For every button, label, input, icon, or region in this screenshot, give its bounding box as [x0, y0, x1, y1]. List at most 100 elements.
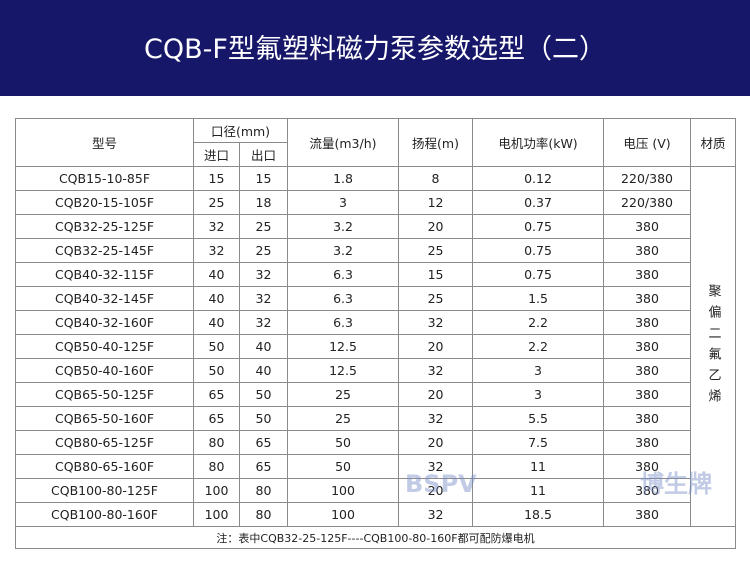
cell: 15 [193, 166, 240, 191]
cell: 65 [238, 454, 289, 479]
cell: 6.3 [287, 262, 400, 287]
cell: 40 [193, 286, 240, 311]
cell: 8 [398, 166, 474, 191]
watermark: 博生牌 [640, 470, 712, 498]
data-row: CQB80-65-125F 80 65 50 20 7.5 380 [15, 430, 736, 455]
cell: 20 [398, 430, 474, 455]
cell: CQB80-65-160F [15, 454, 194, 479]
param-table: 型号 口径(mm) 流量(m3/h) 扬程(m) 电机功率(kW) 电压 (V)… [14, 118, 737, 549]
cell: 100 [287, 478, 400, 503]
header-cell: 电机功率(kW) [472, 118, 605, 167]
cell: 50 [287, 454, 400, 479]
header-cell: 扬程(m) [398, 118, 474, 167]
data-row: CQB40-32-115F 40 32 6.3 15 0.75 380 [15, 262, 736, 287]
cell: 0.75 [472, 214, 605, 239]
data-row: CQB65-50-125F 65 50 25 20 3 380 [15, 382, 736, 407]
cell: 25 [287, 382, 400, 407]
cell: 12 [398, 190, 474, 215]
cell: CQB32-25-145F [15, 238, 194, 263]
cell: 25 [238, 214, 289, 239]
cell: 12.5 [287, 334, 400, 359]
cell: 32 [193, 238, 240, 263]
cell: 32 [398, 310, 474, 335]
cell: 380 [603, 238, 692, 263]
cell: 32 [398, 406, 474, 431]
data-row: CQB32-25-125F 32 25 3.2 20 0.75 380 [15, 214, 736, 239]
cell: 80 [193, 454, 240, 479]
cell: CQB80-65-125F [15, 430, 194, 455]
cell: 100 [287, 502, 400, 527]
cell: 7.5 [472, 430, 605, 455]
cell: 380 [603, 406, 692, 431]
cell: 0.12 [472, 166, 605, 191]
cell: 32 [398, 454, 474, 479]
data-row: CQB50-40-160F 50 40 12.5 32 3 380 [15, 358, 736, 383]
cell: 25 [398, 238, 474, 263]
data-row: CQB32-25-145F 32 25 3.2 25 0.75 380 [15, 238, 736, 263]
cell: CQB40-32-160F [15, 310, 194, 335]
cell: CQB32-25-125F [15, 214, 194, 239]
cell: 380 [603, 214, 692, 239]
data-row: CQB65-50-160F 65 50 25 32 5.5 380 [15, 406, 736, 431]
cell: 15 [398, 262, 474, 287]
cell: 380 [603, 478, 692, 503]
cell: 11 [472, 478, 605, 503]
cell: CQB50-40-125F [15, 334, 194, 359]
header-cell: 电压 (V) [603, 118, 692, 167]
cell: 2.2 [472, 310, 605, 335]
header-row: 进口 出口 [16, 142, 736, 167]
cell: 3 [472, 382, 605, 407]
cell: 40 [238, 334, 289, 359]
cell: 40 [193, 310, 240, 335]
watermark: BSPV [405, 470, 477, 498]
header-cell: 口径(mm) [192, 118, 289, 143]
cell: 0.75 [472, 262, 605, 287]
cell: 220/380 [603, 166, 692, 191]
cell: 11 [472, 454, 605, 479]
cell: 380 [603, 358, 692, 383]
cell: CQB65-50-125F [15, 382, 194, 407]
table-body: 型号 口径(mm) 流量(m3/h) 扬程(m) 电机功率(kW) 电压 (V)… [14, 118, 737, 549]
cell: 50 [238, 382, 289, 407]
cell: 6.3 [287, 286, 400, 311]
cell: 380 [603, 502, 692, 527]
header-cell: 材质 [690, 118, 737, 167]
cell: 0.75 [472, 238, 605, 263]
cell: 0.37 [472, 190, 605, 215]
data-row: CQB100-80-160F 100 80 100 32 18.5 380 [15, 502, 736, 527]
cell: 6.3 [287, 310, 400, 335]
cell: CQB100-80-160F [15, 502, 194, 527]
cell: 12.5 [287, 358, 400, 383]
cell: CQB40-32-145F [15, 286, 194, 311]
cell: 380 [603, 334, 692, 359]
cell: 80 [238, 478, 289, 503]
cell: 25 [287, 406, 400, 431]
cell: 3 [472, 358, 605, 383]
cell: 32 [398, 358, 474, 383]
cell: 380 [603, 454, 692, 479]
cell: 50 [238, 406, 289, 431]
cell: 80 [193, 430, 240, 455]
data-row: CQB20-15-105F 25 18 3 12 0.37 220/380 [15, 190, 736, 215]
cell: 20 [398, 334, 474, 359]
cell: CQB40-32-115F [15, 262, 194, 287]
cell: 65 [193, 406, 240, 431]
cell: CQB65-50-160F [15, 406, 194, 431]
cell: 380 [603, 262, 692, 287]
cell: 25 [398, 286, 474, 311]
header-row: 型号 口径(mm) 流量(m3/h) 扬程(m) 电机功率(kW) 电压 (V)… [15, 118, 737, 167]
cell: CQB50-40-160F [15, 358, 194, 383]
cell: 25 [238, 238, 289, 263]
cell: CQB15-10-85F [15, 166, 194, 191]
header-cell: 出口 [238, 142, 289, 167]
cell: 1.8 [287, 166, 400, 191]
cell: 3.2 [287, 214, 400, 239]
cell: 20 [398, 214, 474, 239]
cell: 1.5 [472, 286, 605, 311]
data-row: CQB40-32-145F 40 32 6.3 25 1.5 380 [15, 286, 736, 311]
cell: 3 [287, 190, 400, 215]
cell: 380 [603, 310, 692, 335]
cell: 32 [398, 502, 474, 527]
data-row: CQB40-32-160F 40 32 6.3 32 2.2 380 [15, 310, 736, 335]
